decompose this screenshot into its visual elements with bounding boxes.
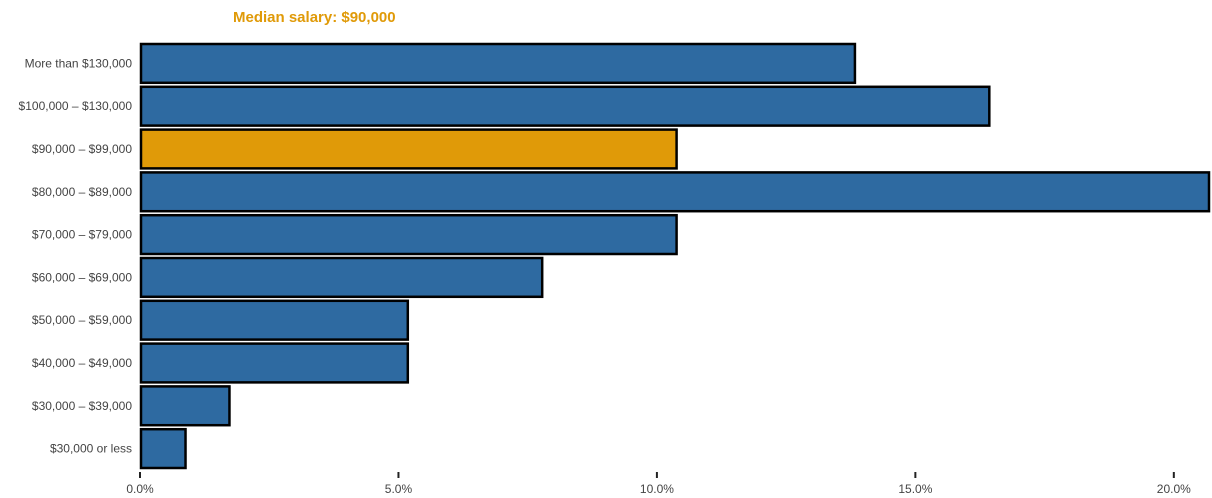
x-axis: 0.0% 5.0% 10.0% 15.0% 20.0% [126, 472, 1191, 496]
category-label-more-than-130-000: More than $130,000 [25, 56, 133, 70]
bar-more-than-130-000 [139, 42, 857, 85]
category-labels: $30,000 or less $30,000 – $39,000 $40,000 … [19, 56, 133, 455]
category-label-60-000-69-000: $60,000 – $69,000 [32, 270, 132, 284]
x-tick-label: 15.0% [898, 482, 932, 496]
category-label-50-000-59-000: $50,000 – $59,000 [32, 313, 132, 327]
chart-title: Median salary: $90,000 [233, 9, 396, 26]
bar-80-000-89-000 [139, 171, 1211, 213]
category-label-100-000-130-000: $100,000 – $130,000 [19, 99, 133, 113]
bar-50-000-59-000 [139, 299, 410, 341]
bar-30-000-or-less [139, 427, 187, 470]
category-label-30-000-39-000: $30,000 – $39,000 [32, 399, 132, 413]
category-label-40-000-49-000: $40,000 – $49,000 [32, 356, 132, 370]
bar-90-000-99-000 [139, 128, 678, 170]
bar-30-000-39-000 [139, 385, 231, 427]
category-label-30-000-or-less: $30,000 or less [50, 442, 132, 456]
x-tick-label: 0.0% [126, 482, 154, 496]
x-tick-label: 5.0% [385, 482, 413, 496]
category-label-80-000-89-000: $80,000 – $89,000 [32, 185, 132, 199]
x-tick-label: 10.0% [640, 482, 674, 496]
bar-100-000-130-000 [139, 85, 991, 127]
category-label-90-000-99-000: $90,000 – $99,000 [32, 142, 132, 156]
bar-40-000-49-000 [139, 342, 410, 384]
bar-60-000-69-000 [139, 256, 544, 299]
x-tick-label: 20.0% [1157, 482, 1191, 496]
category-label-70-000-79-000: $70,000 – $79,000 [32, 228, 132, 242]
bars-layer [139, 42, 1211, 470]
bar-70-000-79-000 [139, 213, 678, 256]
